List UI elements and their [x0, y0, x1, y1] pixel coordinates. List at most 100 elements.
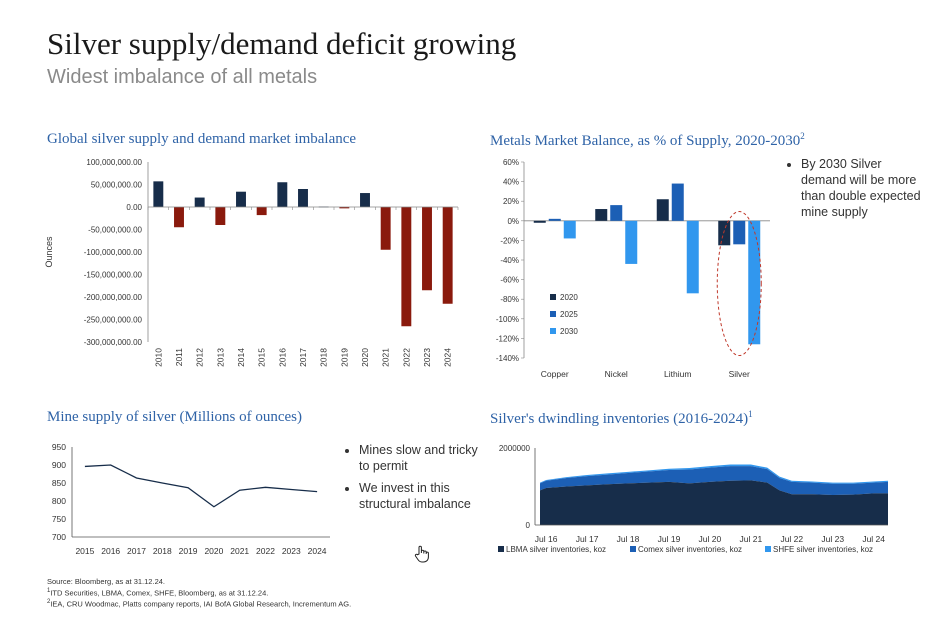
imbalance-chart-title: Global silver supply and demand market i…: [47, 131, 357, 147]
x-tick-label: Jul 22: [780, 534, 803, 544]
y-tick-label: 900: [52, 460, 66, 470]
inventories-chart-title-text: Silver's dwindling inventories (2016-202…: [490, 411, 749, 427]
x-tick-label: 2015: [75, 546, 94, 556]
mine-bullet: We invest in this structural imbalance: [359, 480, 479, 512]
y-tick-label: 850: [52, 478, 66, 488]
y-tick-label: -80%: [500, 295, 519, 304]
y-tick-label: -200,000,000.00: [84, 293, 143, 302]
x-tick-label: 2017: [298, 348, 308, 367]
legend-swatch: [498, 546, 504, 552]
legend-label: Comex silver inventories, koz: [638, 545, 742, 554]
inventories-chart-title: Silver's dwindling inventories (2016-202…: [490, 409, 753, 428]
x-tick-label: Jul 21: [740, 534, 763, 544]
bar-2014: [236, 191, 246, 207]
x-tick-label: 2022: [401, 348, 411, 367]
x-tick-label: Jul 20: [699, 534, 722, 544]
mine-bullets: Mines slow and tricky to permit We inves…: [345, 442, 479, 518]
legend-swatch: [550, 328, 556, 334]
x-tick-label: 2013: [215, 348, 225, 367]
legend-label: 2025: [560, 310, 578, 319]
x-tick-label: 2018: [153, 546, 172, 556]
x-tick-label: 2024: [308, 546, 327, 556]
source-line: Source: Bloomberg, as at 31.12.24.: [47, 577, 165, 586]
y-tick-label: 20%: [503, 197, 519, 206]
x-tick-label: 2023: [282, 546, 301, 556]
source-text: IEA, CRU Woodmac, Platts company reports…: [50, 599, 352, 609]
x-tick-label: 2019: [179, 546, 198, 556]
page-subtitle: Widest imbalance of all metals: [47, 66, 318, 88]
y-tick-label: -40%: [500, 256, 519, 265]
y-tick-label: 0%: [507, 217, 519, 226]
x-tick-label: Jul 24: [862, 534, 885, 544]
y-tick-label: 800: [52, 496, 66, 506]
bar-lithium-2020: [656, 199, 669, 221]
legend-label: SHFE silver inventories, koz: [773, 545, 873, 554]
area-comex: [540, 466, 888, 495]
bar-2016: [277, 182, 288, 207]
source-text: ITD Securities, LBMA, Comex, SHFE, Bloom…: [50, 588, 269, 598]
x-tick-label: Jul 16: [535, 534, 558, 544]
mine-supply-chart: 950 900 850 800 750 700 2015 2016 2017 2018 2019 20…: [52, 442, 330, 556]
bar-2011: [174, 207, 184, 228]
bar-2013: [215, 207, 226, 225]
y-tick-label: -250,000,000.00: [84, 316, 143, 325]
bar-copper-2030: [563, 220, 576, 239]
bar-copper-2025: [548, 218, 561, 221]
x-category-label: Lithium: [664, 369, 691, 379]
bar-2015: [256, 207, 267, 216]
source-sup: 2: [47, 599, 51, 605]
y-tick-label: 60%: [503, 158, 519, 167]
bar-2023: [422, 207, 432, 291]
x-tick-label: 2011: [174, 348, 184, 367]
y-tick-label: -50,000,000.00: [88, 226, 142, 235]
x-tick-label: 2020: [360, 348, 370, 367]
legend-label: 2030: [560, 327, 578, 336]
bar-lithium-2025: [671, 183, 684, 221]
x-tick-label: 2024: [443, 348, 453, 367]
x-category-label: Silver: [729, 369, 750, 379]
mine-bullet: Mines slow and tricky to permit: [359, 442, 479, 474]
bar-lithium-2030: [686, 220, 699, 294]
x-tick-label: 2017: [127, 546, 146, 556]
legend-swatch: [765, 546, 771, 552]
y-tick-label: -20%: [500, 236, 519, 245]
x-tick-label: Jul 18: [617, 534, 640, 544]
page-title: Silver supply/demand deficit growing: [47, 26, 517, 61]
balance-chart-title: Metals Market Balance, as % of Supply, 2…: [490, 131, 805, 150]
x-tick-label: Jul 17: [576, 534, 599, 544]
source-sup: 1: [47, 588, 51, 594]
legend-swatch: [550, 294, 556, 300]
legend-label: 2020: [560, 293, 578, 302]
hand-cursor-icon: [414, 545, 429, 563]
x-tick-label: 2023: [422, 348, 432, 367]
imbalance-chart: 100,000,000.00 50,000,000.00 0.00 -50,000,0…: [44, 158, 459, 367]
bar-2012: [194, 197, 205, 207]
mine-supply-chart-title: Mine supply of silver (Millions of ounce…: [47, 409, 302, 425]
x-category-label: Nickel: [605, 369, 628, 379]
x-tick-label: 2015: [257, 348, 267, 367]
y-tick-label: -300,000,000.00: [84, 338, 143, 347]
x-tick-label: Jul 23: [821, 534, 844, 544]
y-tick-label: 100,000,000.00: [86, 158, 142, 167]
legend-swatch: [550, 311, 556, 317]
inventories-chart: 2000000 0 Jul 16 Jul 17 Jul 18 Jul 19 Jul 20 Ju…: [498, 444, 888, 554]
bar-copper-2020: [533, 220, 546, 223]
bar-silver-2020: [718, 220, 731, 246]
x-tick-label: 2020: [204, 546, 223, 556]
x-tick-label: 2019: [339, 348, 349, 367]
x-category-label: Copper: [541, 369, 569, 379]
bar-2024: [442, 207, 453, 304]
bar-2022: [401, 207, 412, 327]
area-lbma: [540, 480, 888, 525]
source-line: 2IEA, CRU Woodmac, Platts company report…: [47, 599, 351, 609]
bar-2020: [360, 193, 370, 207]
balance-chart-title-text: Metals Market Balance, as % of Supply, 2…: [490, 133, 801, 149]
x-tick-label: 2018: [319, 348, 329, 367]
x-tick-label: 2016: [277, 348, 287, 367]
y-tick-label: -100,000,000.00: [84, 248, 143, 257]
y-axis-label: Ounces: [44, 236, 54, 268]
balance-chart-title-sup: 2: [800, 131, 805, 141]
x-tick-label: 2012: [195, 348, 205, 367]
y-tick-label: -120%: [496, 334, 519, 343]
x-tick-label: Jul 19: [658, 534, 681, 544]
